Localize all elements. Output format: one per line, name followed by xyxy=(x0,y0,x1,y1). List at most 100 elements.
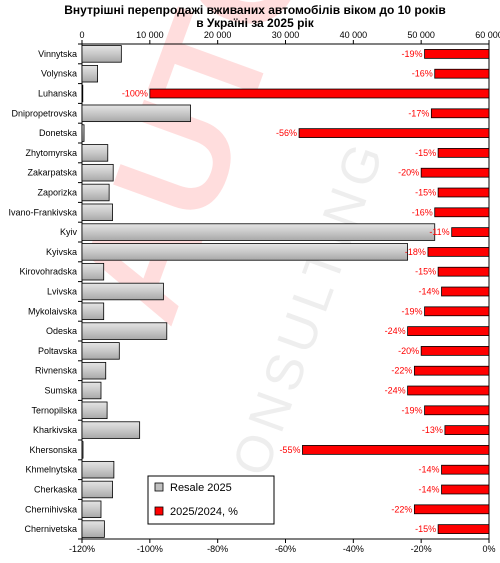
resale-bar xyxy=(81,64,99,83)
pct-data-label: -11% xyxy=(429,227,449,237)
top-axis-tick-label: 60 000 xyxy=(475,30,500,40)
category-label: Zhytomyrska xyxy=(25,148,77,158)
top-axis-tick-label: 30 000 xyxy=(272,30,300,40)
category-label: Rivnenska xyxy=(35,366,77,376)
pct-bar xyxy=(434,68,490,79)
resale-bar xyxy=(81,302,105,321)
legend-box xyxy=(147,475,275,525)
pct-data-label: -20% xyxy=(398,346,419,356)
legend: Resale 2025 2025/2024, % xyxy=(147,475,275,525)
legend-swatch-resale xyxy=(154,482,164,492)
pct-data-label: -20% xyxy=(398,168,419,178)
pct-bar xyxy=(424,405,490,416)
resale-bar xyxy=(81,480,113,499)
resale-bar xyxy=(81,163,114,182)
resale-bar xyxy=(81,243,409,261)
pct-data-label: -14% xyxy=(419,485,440,495)
resale-bar xyxy=(81,441,84,459)
pct-data-label: -100% xyxy=(122,89,148,99)
pct-data-label: -16% xyxy=(412,69,433,79)
resale-bar xyxy=(81,381,102,400)
resale-bar xyxy=(81,262,105,281)
pct-data-label: -56% xyxy=(276,128,297,138)
category-label: Kharkivska xyxy=(33,425,77,435)
pct-bar xyxy=(427,247,490,257)
pct-data-label: -17% xyxy=(408,108,429,118)
category-label: Volynska xyxy=(41,69,77,79)
category-label: Lvivska xyxy=(47,287,77,297)
pct-data-label: -13% xyxy=(422,425,443,435)
category-label: Donetska xyxy=(39,128,77,138)
top-axis-tick-label: 50 000 xyxy=(407,30,435,40)
resale-bar xyxy=(81,45,122,63)
category-label: Zaporizka xyxy=(37,188,77,198)
category-label: Luhanska xyxy=(38,89,77,99)
pct-bar xyxy=(441,464,490,475)
top-axis-tick-label: 20 000 xyxy=(204,30,232,40)
bottom-axis-tick-label: -80% xyxy=(207,544,228,554)
resale-bar xyxy=(81,342,120,360)
pct-bar xyxy=(298,128,490,138)
chart-title: Внутрішні перепродажі вживаних автомобіл… xyxy=(64,3,446,17)
pct-data-label: -14% xyxy=(419,465,440,475)
legend-swatch-pct xyxy=(154,506,164,516)
pct-bar xyxy=(407,385,490,396)
pct-data-label: -15% xyxy=(415,524,436,534)
resale-bar xyxy=(81,203,113,222)
resale-bar xyxy=(81,104,191,123)
pct-data-label: -24% xyxy=(385,386,406,396)
resale-bar xyxy=(81,282,164,301)
pct-bar xyxy=(437,524,490,534)
category-label: Ternopilska xyxy=(31,405,77,415)
category-label: Zakarpatska xyxy=(27,168,77,178)
category-label: Cherkaska xyxy=(34,485,77,495)
category-label: Vinnytska xyxy=(38,49,77,59)
pct-bar xyxy=(441,286,490,297)
bottom-axis-tick-label: -60% xyxy=(275,544,296,554)
pct-bar xyxy=(451,227,490,237)
resale-bar xyxy=(81,84,84,103)
pct-bar xyxy=(407,326,490,336)
resale-bar xyxy=(81,500,102,519)
pct-data-label: -14% xyxy=(419,287,440,297)
category-label: Chernivetska xyxy=(24,524,77,534)
pct-bar xyxy=(434,207,490,218)
top-axis-tick-label: 10 000 xyxy=(136,30,164,40)
pct-bar xyxy=(437,148,490,158)
top-axis-tick-label: 0 xyxy=(79,30,84,40)
pct-data-label: -19% xyxy=(402,405,423,415)
resale-bar xyxy=(81,421,141,439)
category-label: Poltavska xyxy=(38,346,77,356)
pct-bar xyxy=(444,425,490,435)
pct-bar xyxy=(420,167,490,178)
pct-bar xyxy=(420,346,490,356)
resale-bar xyxy=(81,322,168,340)
pct-data-label: -19% xyxy=(402,306,423,316)
category-label: Dnipropetrovska xyxy=(11,108,77,118)
category-label: Odeska xyxy=(46,326,77,336)
category-label: Kyivska xyxy=(46,247,77,257)
resale-bar xyxy=(81,144,109,162)
resale-bar xyxy=(81,183,110,202)
bottom-axis-tick-label: -120% xyxy=(69,544,95,554)
legend-label-pct: 2025/2024, % xyxy=(170,506,238,518)
resale-bar xyxy=(81,223,436,241)
pct-bar xyxy=(424,306,490,317)
top-axis-tick-label: 40 000 xyxy=(340,30,368,40)
category-label: Khmelnytska xyxy=(25,465,77,475)
pct-data-label: -22% xyxy=(391,504,412,514)
pct-bar xyxy=(430,108,490,119)
pct-bar xyxy=(413,365,490,376)
pct-bar xyxy=(413,504,490,515)
category-label: Khersonska xyxy=(29,445,77,455)
pct-bar xyxy=(437,266,490,277)
pct-data-label: -15% xyxy=(415,188,436,198)
pct-bar xyxy=(302,445,490,455)
pct-data-label: -18% xyxy=(405,247,426,257)
resale-bar xyxy=(81,460,115,479)
resale-bar xyxy=(81,124,85,142)
pct-bar xyxy=(424,49,490,59)
category-label: Ivano-Frankivska xyxy=(8,207,77,217)
bottom-axis-tick-label: -40% xyxy=(343,544,364,554)
bottom-axis-tick-label: -100% xyxy=(137,544,163,554)
